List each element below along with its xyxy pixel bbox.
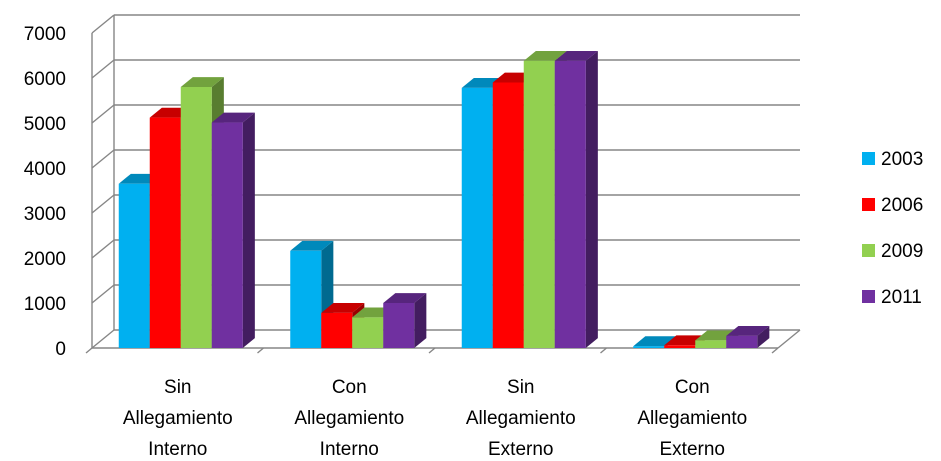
legend-label: 2009 [881,241,923,262]
y-tick-label: 5000 [24,114,66,135]
bar-side [757,325,770,348]
bars [118,51,770,349]
bar-side [242,112,255,349]
gridline-side [91,59,115,79]
x-tick [85,347,93,354]
gridline-side [91,14,115,34]
bar-front [211,122,243,348]
legend-label: 2003 [881,149,923,170]
x-tick [428,347,436,354]
gridline-side [91,284,115,304]
floor-edge [777,329,801,349]
gridline-side [91,239,115,259]
legend-swatch [862,290,875,303]
bar-front [290,250,322,348]
bar [383,293,427,348]
bar-front [554,60,586,349]
bar [554,51,598,349]
legend-label: 2011 [881,287,922,308]
y-tick-label: 4000 [24,159,66,180]
legend-swatch [862,152,875,165]
legend-entry: 2009 [862,241,923,262]
bar-top [290,240,334,251]
bar-side [585,51,598,348]
bar-top [321,303,365,313]
bar [211,112,255,349]
bar-front [352,317,384,348]
bar-front [461,87,493,349]
bar-top [383,293,427,303]
category-label: Con Allegamiento Interno [294,377,404,460]
y-tick-label: 0 [55,339,66,360]
y-axis-ticks: 0 1000 2000 3000 4000 5000 6000 7000 [24,24,66,360]
x-axis-labels: Sin Allegamiento Interno Con Allegamiento Int… [123,377,747,460]
bar-top [211,112,255,123]
category-label: Sin Allegamiento Externo [466,377,576,460]
category-label: Con Allegamiento Externo [637,377,747,460]
bar-front [726,335,758,348]
y-tick-label: 7000 [24,24,66,45]
bar-top [180,77,224,87]
bar-front [383,303,415,348]
bar-top [633,336,677,347]
gridline-side [91,149,115,169]
x-tick [600,347,607,354]
y-tick-label: 6000 [24,69,66,90]
bar-front [664,345,696,348]
y-tick-label: 1000 [24,294,66,315]
legend-label: 2006 [881,195,923,216]
legend-swatch [862,244,875,257]
bar-top [726,325,770,336]
bar-top [554,51,598,61]
bar-top [523,51,567,61]
bar-front [118,183,150,348]
legend-entry: 2011 [862,287,922,308]
gridline-side [91,329,115,349]
gridline-side [91,104,115,124]
bar-front [633,346,665,348]
bar-front [321,312,353,348]
category-label: Sin Allegamiento Interno [123,377,233,460]
bar-front [492,82,524,348]
legend-swatch [862,198,875,211]
bar [726,325,770,348]
bar-side [414,293,427,348]
bar-front [695,340,727,348]
legend-entry: 2003 [862,149,923,170]
y-tick-label: 2000 [24,249,66,270]
y-tick-label: 3000 [24,204,66,225]
bar-front [523,60,555,349]
bar-front [180,87,212,348]
gridline-side [91,194,115,214]
x-tick [257,347,264,354]
x-tick [771,347,779,354]
bar-front [149,117,181,348]
legend-entry: 2006 [862,195,923,216]
legend: 2003 2006 2009 2011 [862,149,923,308]
